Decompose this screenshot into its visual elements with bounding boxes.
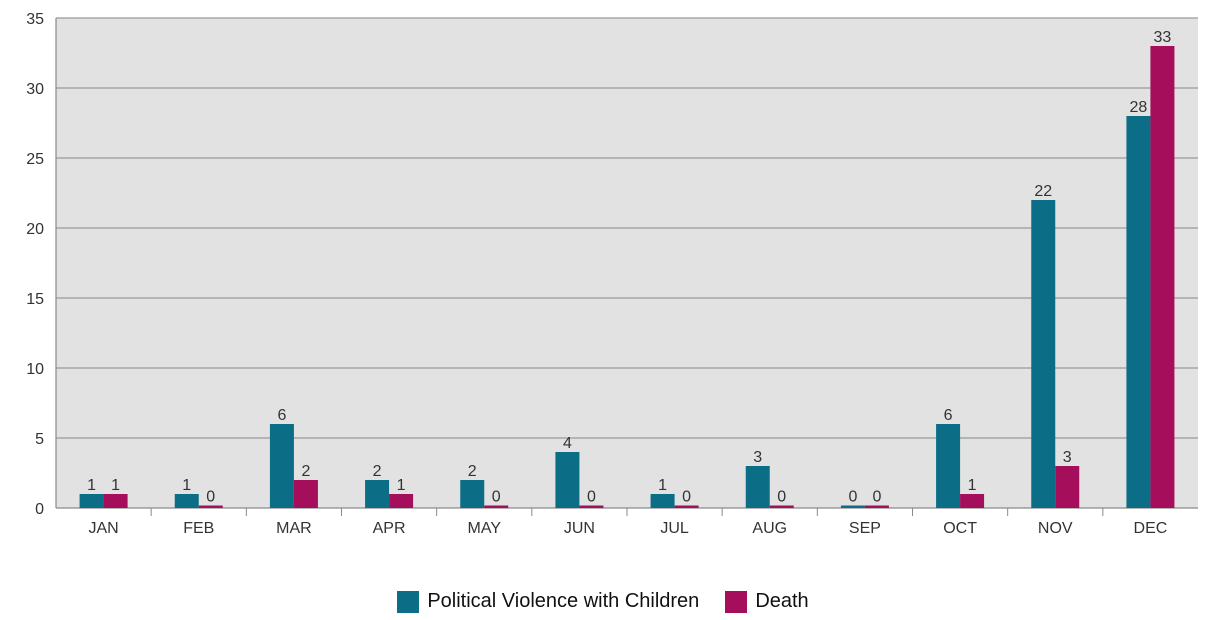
x-tick-label-may: MAY: [468, 520, 502, 537]
y-tick-label-20: 20: [26, 221, 44, 238]
bar-death-jan: [103, 494, 128, 508]
legend-item-death: Death: [725, 590, 809, 613]
bar-death-may: [484, 505, 509, 508]
bar-political-violence-nov: [1031, 200, 1056, 508]
data-label-political-violence-apr: 2: [373, 463, 382, 480]
legend: Political Violence with Children Death: [0, 590, 1206, 613]
data-label-death-feb: 0: [206, 489, 215, 506]
y-tick-label-35: 35: [26, 11, 44, 28]
data-label-political-violence-nov: 22: [1034, 183, 1052, 200]
data-label-death-sep: 0: [872, 489, 881, 506]
legend-swatch-death: [725, 590, 748, 613]
x-tick-label-jan: JAN: [88, 520, 118, 537]
bar-political-violence-dec: [1126, 116, 1151, 508]
y-tick-label-30: 30: [26, 81, 44, 98]
bar-death-aug: [769, 505, 794, 508]
x-tick-label-sep: SEP: [849, 520, 881, 537]
data-label-death-jan: 1: [111, 477, 120, 494]
data-label-death-jul: 0: [682, 489, 691, 506]
y-tick-label-5: 5: [35, 431, 44, 448]
y-tick-label-15: 15: [26, 291, 44, 308]
x-tick-label-jun: JUN: [564, 520, 595, 537]
y-tick-label-25: 25: [26, 151, 44, 168]
bar-death-oct: [960, 494, 985, 508]
data-label-political-violence-sep: 0: [848, 489, 857, 506]
plot-area: [56, 18, 1198, 508]
bar-death-feb: [198, 505, 223, 508]
x-tick-label-feb: FEB: [183, 520, 214, 537]
x-tick-label-nov: NOV: [1038, 520, 1073, 537]
bar-political-violence-apr: [365, 480, 390, 508]
bar-political-violence-feb: [174, 494, 199, 508]
data-label-death-aug: 0: [777, 489, 786, 506]
bar-death-mar: [293, 480, 318, 508]
data-label-death-oct: 1: [968, 477, 977, 494]
y-tick-label-10: 10: [26, 361, 44, 378]
legend-item-political-violence: Political Violence with Children: [397, 590, 699, 613]
data-label-death-apr: 1: [397, 477, 406, 494]
bar-political-violence-aug: [745, 466, 770, 508]
data-label-political-violence-jan: 1: [87, 477, 96, 494]
data-label-political-violence-jun: 4: [563, 435, 572, 452]
x-tick-label-mar: MAR: [276, 520, 312, 537]
bar-political-violence-jun: [555, 452, 580, 508]
data-label-death-may: 0: [492, 489, 501, 506]
bar-political-violence-oct: [936, 424, 961, 508]
legend-label-political-violence: Political Violence with Children: [427, 590, 700, 612]
x-tick-label-aug: AUG: [752, 520, 787, 537]
x-tick-label-apr: APR: [373, 520, 406, 537]
data-label-political-violence-may: 2: [468, 463, 477, 480]
bar-political-violence-jan: [79, 494, 104, 508]
data-label-death-nov: 3: [1063, 449, 1072, 466]
data-label-death-dec: 33: [1154, 29, 1172, 46]
bar-death-jul: [674, 505, 699, 508]
bar-political-violence-sep: [840, 505, 865, 508]
x-tick-label-oct: OCT: [943, 520, 977, 537]
bar-death-jun: [579, 505, 604, 508]
bar-political-violence-mar: [269, 424, 294, 508]
bar-death-apr: [389, 494, 414, 508]
data-label-political-violence-jul: 1: [658, 477, 667, 494]
bar-political-violence-may: [460, 480, 485, 508]
legend-label-death: Death: [755, 590, 809, 612]
bar-political-violence-jul: [650, 494, 675, 508]
data-label-political-violence-oct: 6: [944, 407, 953, 424]
x-tick-label-jul: JUL: [660, 520, 689, 537]
x-tick-label-dec: DEC: [1134, 520, 1168, 537]
bar-death-nov: [1055, 466, 1080, 508]
data-label-political-violence-feb: 1: [182, 477, 191, 494]
data-label-death-mar: 2: [301, 463, 310, 480]
data-label-political-violence-mar: 6: [277, 407, 286, 424]
legend-swatch-political-violence: [397, 590, 420, 613]
data-label-political-violence-dec: 28: [1130, 99, 1148, 116]
bar-death-dec: [1150, 46, 1175, 508]
data-label-political-violence-aug: 3: [753, 449, 762, 466]
y-tick-label-0: 0: [35, 501, 44, 518]
data-label-death-jun: 0: [587, 489, 596, 506]
bar-death-sep: [864, 505, 889, 508]
